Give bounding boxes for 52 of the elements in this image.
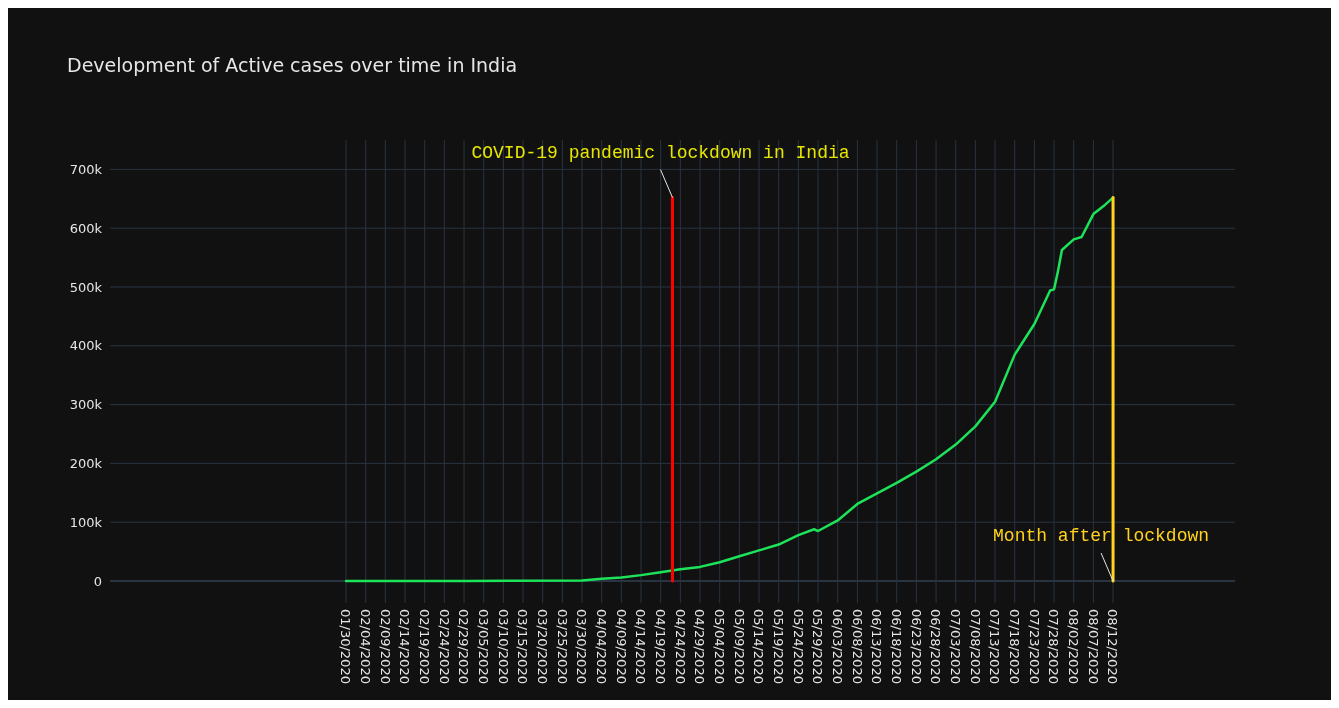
- x-tick-label: 04/09/2020: [613, 609, 629, 684]
- x-tick-label: 08/12/2020: [1105, 609, 1121, 684]
- annotation: COVID-19 pandemic lockdown in India: [471, 142, 850, 163]
- x-tick-label: 06/08/2020: [849, 609, 865, 684]
- x-tick-label: 07/13/2020: [987, 609, 1003, 684]
- x-tick-label: 07/23/2020: [1026, 609, 1042, 684]
- x-tick-label: 06/03/2020: [830, 609, 846, 684]
- annotation: Month after lockdown: [993, 526, 1210, 546]
- x-tick-label: 02/19/2020: [417, 609, 433, 684]
- x-tick-label: 01/30/2020: [338, 609, 354, 684]
- x-tick-label: 03/10/2020: [495, 609, 511, 684]
- x-tick-label: 05/29/2020: [810, 609, 826, 684]
- x-tick-label: 05/04/2020: [712, 609, 728, 684]
- x-tick-label: 05/09/2020: [731, 609, 747, 684]
- x-tick-label: 03/25/2020: [554, 609, 570, 684]
- x-tick-label: 07/03/2020: [948, 609, 964, 684]
- x-tick-label: 02/09/2020: [377, 609, 393, 684]
- x-tick-label: 03/15/2020: [515, 609, 531, 684]
- chart-title: Development of Active cases over time in India: [67, 54, 518, 76]
- x-tick-label: 03/20/2020: [535, 609, 551, 684]
- x-tick-label: 02/04/2020: [358, 609, 374, 684]
- y-tick-label: 500k: [69, 279, 103, 295]
- x-tick-label: 04/14/2020: [633, 609, 649, 684]
- x-tick-label: 08/02/2020: [1066, 609, 1082, 684]
- y-tick-label: 700k: [69, 161, 103, 177]
- x-tick-label: 06/28/2020: [928, 609, 944, 684]
- x-tick-label: 06/18/2020: [889, 609, 905, 684]
- x-tick-label: 03/30/2020: [574, 609, 590, 684]
- x-tick-label: 06/23/2020: [908, 609, 924, 684]
- y-tick-label: 200k: [69, 455, 103, 471]
- y-tick-label: 100k: [69, 514, 103, 530]
- y-tick-label: 0: [93, 573, 102, 589]
- x-tick-label: 07/28/2020: [1046, 609, 1062, 684]
- y-tick-label: 400k: [69, 338, 103, 354]
- x-tick-label: 02/29/2020: [456, 609, 472, 684]
- x-tick-label: 08/07/2020: [1085, 609, 1101, 684]
- x-tick-label: 04/04/2020: [594, 609, 610, 684]
- x-tick-label: 02/14/2020: [397, 609, 413, 684]
- x-tick-label: 04/29/2020: [692, 609, 708, 684]
- x-tick-label: 07/18/2020: [1007, 609, 1023, 684]
- x-tick-label: 04/19/2020: [653, 609, 669, 684]
- x-tick-label: 05/14/2020: [751, 609, 767, 684]
- x-tick-label: 06/13/2020: [869, 609, 885, 684]
- y-tick-label: 600k: [69, 220, 103, 236]
- y-tick-label: 300k: [69, 397, 103, 413]
- line-series: [344, 196, 1115, 583]
- x-tick-label: 03/05/2020: [476, 609, 492, 684]
- x-tick-label: 07/08/2020: [967, 609, 983, 684]
- x-tick-label: 05/19/2020: [771, 609, 787, 684]
- x-tick-label: 05/24/2020: [790, 609, 806, 684]
- x-tick-label: 02/24/2020: [436, 609, 452, 684]
- x-tick-label: 04/24/2020: [672, 609, 688, 684]
